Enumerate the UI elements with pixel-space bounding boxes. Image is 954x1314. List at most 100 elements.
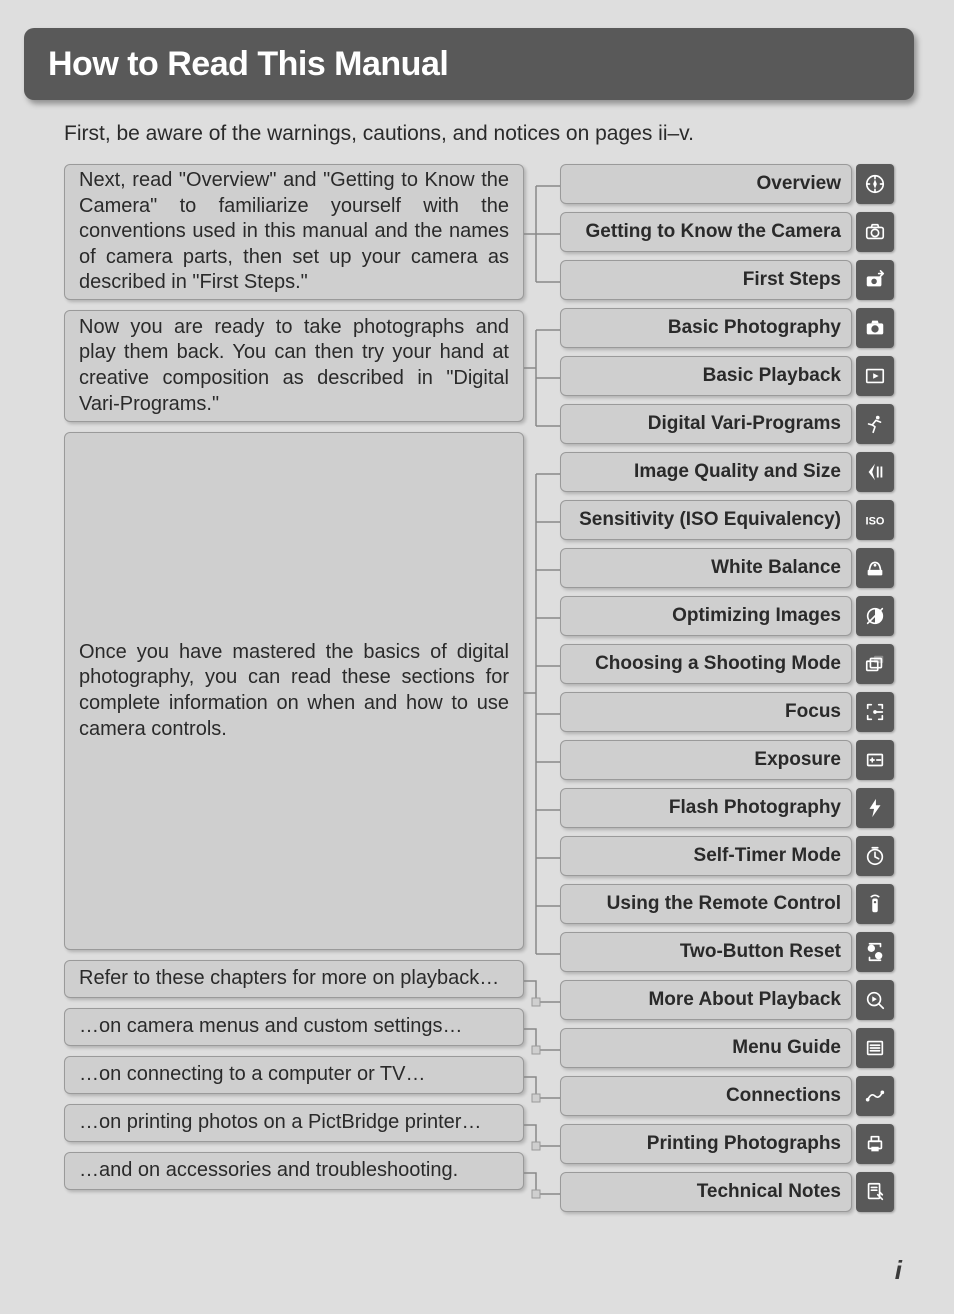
left-box-text: …and on accessories and troubleshooting. bbox=[79, 1158, 458, 1184]
tab-label: Printing Photographs bbox=[560, 1124, 852, 1164]
right-column: Overview Getting to Know the Camera First … bbox=[560, 164, 894, 1220]
wb-icon bbox=[856, 548, 894, 588]
page-number: i bbox=[895, 1255, 902, 1286]
left-column: Next, read "Overview" and "Getting to Kn… bbox=[64, 164, 524, 1200]
tab-label: First Steps bbox=[560, 260, 852, 300]
left-box-3: Refer to these chapters for more on play… bbox=[64, 960, 524, 998]
tab-label: Image Quality and Size bbox=[560, 452, 852, 492]
iso-icon: ISO bbox=[856, 500, 894, 540]
tab-label-text: Basic Photography bbox=[668, 317, 841, 339]
left-box-4: …on camera menus and custom settings… bbox=[64, 1008, 524, 1046]
tab-quality[interactable]: Image Quality and Size bbox=[560, 452, 894, 492]
left-box-text: …on camera menus and custom settings… bbox=[79, 1014, 463, 1040]
camera-solid-icon bbox=[856, 308, 894, 348]
tab-menu[interactable]: Menu Guide bbox=[560, 1028, 894, 1068]
tab-label: Digital Vari-Programs bbox=[560, 404, 852, 444]
tab-notes[interactable]: Technical Notes bbox=[560, 1172, 894, 1212]
tab-label-text: Flash Photography bbox=[669, 797, 841, 819]
tab-label-text: Focus bbox=[785, 701, 841, 723]
left-box-0: Next, read "Overview" and "Getting to Kn… bbox=[64, 164, 524, 300]
camera-arrow-icon bbox=[856, 260, 894, 300]
magnify-play-icon bbox=[856, 980, 894, 1020]
left-box-text: Now you are ready to take photographs an… bbox=[79, 315, 509, 417]
left-box-text: Refer to these chapters for more on play… bbox=[79, 966, 499, 992]
tab-label: Using the Remote Control bbox=[560, 884, 852, 924]
tab-cable[interactable]: Connections bbox=[560, 1076, 894, 1116]
tab-two-button[interactable]: Two-Button Reset bbox=[560, 932, 894, 972]
tab-label-text: Using the Remote Control bbox=[607, 893, 841, 915]
tab-label: Basic Playback bbox=[560, 356, 852, 396]
cable-icon bbox=[856, 1076, 894, 1116]
tab-label: Connections bbox=[560, 1076, 852, 1116]
svg-text:ISO: ISO bbox=[866, 516, 885, 528]
left-box-6: …on printing photos on a PictBridge prin… bbox=[64, 1104, 524, 1142]
camera-outline-icon bbox=[856, 212, 894, 252]
tab-label-text: Basic Playback bbox=[703, 365, 841, 387]
tab-label-text: White Balance bbox=[711, 557, 841, 579]
flash-icon bbox=[856, 788, 894, 828]
menu-icon bbox=[856, 1028, 894, 1068]
tab-label-text: Choosing a Shooting Mode bbox=[595, 653, 841, 675]
exposure-icon bbox=[856, 740, 894, 780]
tab-label: Getting to Know the Camera bbox=[560, 212, 852, 252]
tab-iso[interactable]: Sensitivity (ISO Equivalency) ISO bbox=[560, 500, 894, 540]
tab-burst[interactable]: Choosing a Shooting Mode bbox=[560, 644, 894, 684]
tab-label: Choosing a Shooting Mode bbox=[560, 644, 852, 684]
tab-printer[interactable]: Printing Photographs bbox=[560, 1124, 894, 1164]
tab-wb[interactable]: White Balance bbox=[560, 548, 894, 588]
quality-icon bbox=[856, 452, 894, 492]
tab-label: More About Playback bbox=[560, 980, 852, 1020]
remote-icon bbox=[856, 884, 894, 924]
tab-camera-solid[interactable]: Basic Photography bbox=[560, 308, 894, 348]
tab-focus[interactable]: Focus bbox=[560, 692, 894, 732]
tab-camera-arrow[interactable]: First Steps bbox=[560, 260, 894, 300]
left-box-text: …on printing photos on a PictBridge prin… bbox=[79, 1110, 481, 1136]
tab-remote[interactable]: Using the Remote Control bbox=[560, 884, 894, 924]
left-box-1: Now you are ready to take photographs an… bbox=[64, 310, 524, 422]
tab-label-text: Self-Timer Mode bbox=[694, 845, 841, 867]
tab-flash[interactable]: Flash Photography bbox=[560, 788, 894, 828]
tab-label: Overview bbox=[560, 164, 852, 204]
tab-label: Basic Photography bbox=[560, 308, 852, 348]
tab-label: Menu Guide bbox=[560, 1028, 852, 1068]
tab-label: Technical Notes bbox=[560, 1172, 852, 1212]
left-box-text: Next, read "Overview" and "Getting to Kn… bbox=[79, 168, 509, 296]
focus-icon bbox=[856, 692, 894, 732]
timer-icon bbox=[856, 836, 894, 876]
tab-label: Self-Timer Mode bbox=[560, 836, 852, 876]
printer-icon bbox=[856, 1124, 894, 1164]
tab-label-text: Technical Notes bbox=[697, 1181, 841, 1203]
tab-camera-outline[interactable]: Getting to Know the Camera bbox=[560, 212, 894, 252]
tab-label: White Balance bbox=[560, 548, 852, 588]
tab-label: Exposure bbox=[560, 740, 852, 780]
two-button-icon bbox=[856, 932, 894, 972]
tab-label: Optimizing Images bbox=[560, 596, 852, 636]
tab-runner[interactable]: Digital Vari-Programs bbox=[560, 404, 894, 444]
tab-contrast[interactable]: Optimizing Images bbox=[560, 596, 894, 636]
left-box-text: …on connecting to a computer or TV… bbox=[79, 1062, 425, 1088]
play-icon bbox=[856, 356, 894, 396]
tab-label-text: Exposure bbox=[754, 749, 841, 771]
tab-label-text: Optimizing Images bbox=[672, 605, 841, 627]
tab-label-text: Connections bbox=[726, 1085, 841, 1107]
tab-label-text: Menu Guide bbox=[732, 1037, 841, 1059]
tab-label: Sensitivity (ISO Equivalency) bbox=[560, 500, 852, 540]
tab-label-text: Image Quality and Size bbox=[634, 461, 841, 483]
contrast-icon bbox=[856, 596, 894, 636]
left-box-text: Once you have mastered the basics of dig… bbox=[79, 640, 509, 742]
connector-lines bbox=[524, 164, 564, 1224]
page-title: How to Read This Manual bbox=[48, 45, 448, 84]
runner-icon bbox=[856, 404, 894, 444]
tab-timer[interactable]: Self-Timer Mode bbox=[560, 836, 894, 876]
tab-label: Flash Photography bbox=[560, 788, 852, 828]
tab-magnify-play[interactable]: More About Playback bbox=[560, 980, 894, 1020]
tab-play[interactable]: Basic Playback bbox=[560, 356, 894, 396]
left-box-7: …and on accessories and troubleshooting. bbox=[64, 1152, 524, 1190]
tab-compass[interactable]: Overview bbox=[560, 164, 894, 204]
intro-text: First, be aware of the warnings, caution… bbox=[64, 122, 894, 146]
tab-exposure[interactable]: Exposure bbox=[560, 740, 894, 780]
tab-label-text: First Steps bbox=[743, 269, 841, 291]
left-box-5: …on connecting to a computer or TV… bbox=[64, 1056, 524, 1094]
tab-label-text: Digital Vari-Programs bbox=[648, 413, 841, 435]
tab-label-text: Printing Photographs bbox=[647, 1133, 841, 1155]
